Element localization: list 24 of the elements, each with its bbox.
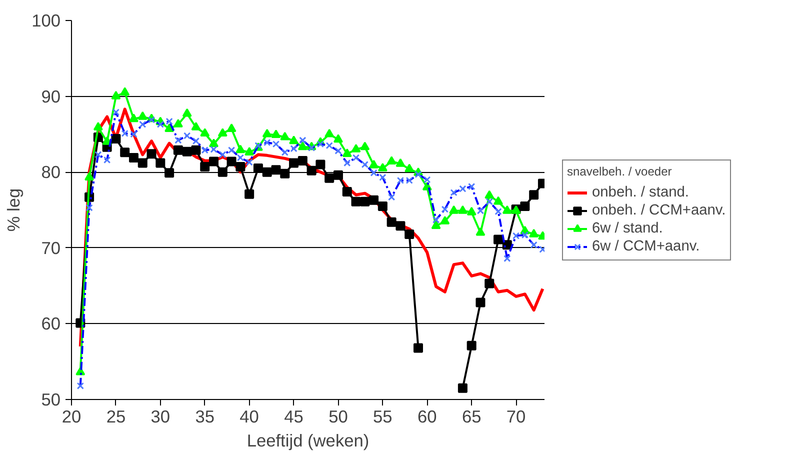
x-tick-label: 60 bbox=[418, 406, 437, 426]
legend-label: onbeh. / stand. bbox=[592, 183, 689, 201]
y-tick-label: 100 bbox=[32, 10, 61, 30]
x-tick-label: 65 bbox=[462, 406, 482, 426]
y-axis-title: % leg bbox=[4, 188, 24, 232]
legend-label: onbeh. / CCM+aanv. bbox=[592, 201, 726, 219]
x-tick-label: 30 bbox=[150, 406, 170, 426]
x-tick-label: 55 bbox=[373, 406, 392, 426]
x-tick-label: 40 bbox=[240, 406, 259, 426]
legend-label: 6w / stand. bbox=[592, 219, 663, 237]
x-tick-label: 45 bbox=[284, 406, 304, 426]
x-tick-label: 25 bbox=[106, 406, 126, 426]
x-tick-label: 50 bbox=[328, 406, 348, 426]
y-tick-label: 50 bbox=[41, 390, 61, 410]
y-tick-label: 70 bbox=[41, 238, 61, 258]
y-tick-label: 80 bbox=[41, 162, 61, 182]
y-tick-label: 90 bbox=[41, 86, 61, 106]
legend-title: snavelbeh. / voeder bbox=[567, 164, 673, 178]
x-tick-label: 20 bbox=[62, 406, 82, 426]
x-tick-label: 35 bbox=[195, 406, 215, 426]
x-axis-title: Leeftijd (weken) bbox=[246, 430, 370, 450]
x-tick-label: 70 bbox=[506, 406, 526, 426]
y-tick-label: 60 bbox=[41, 314, 61, 334]
legend-label: 6w / CCM+aanv. bbox=[592, 237, 700, 255]
